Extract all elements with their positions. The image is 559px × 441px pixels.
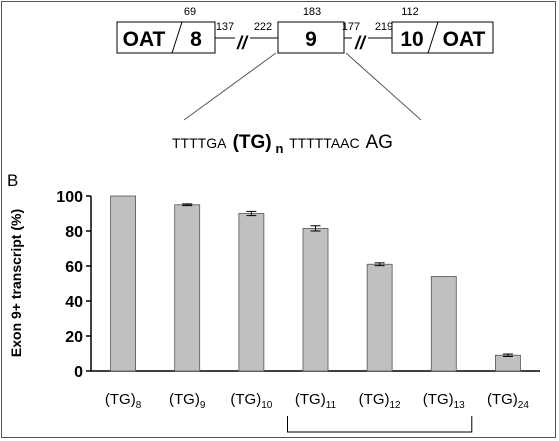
x-tick-label: (TG)12 xyxy=(359,391,401,411)
y-tick-label: 20 xyxy=(65,329,83,346)
x-tick-label: (TG)11 xyxy=(295,391,337,411)
exon-10-right-text: OAT xyxy=(443,28,486,51)
bar xyxy=(430,276,457,372)
exon-9-text: 9 xyxy=(305,28,317,51)
exon-10-length: 112 xyxy=(401,6,419,18)
exon-8-divider xyxy=(171,21,183,54)
chart-marks: 0 20 40 60 80 100 (TG)8 (TG)9 (TG)10 (TG)11 (TG)12… xyxy=(56,189,540,433)
y-tick-label: 80 xyxy=(65,224,83,241)
y-tick-label: 60 xyxy=(65,259,83,276)
bar xyxy=(495,354,521,372)
x-tick-label: (TG)13 xyxy=(423,391,465,411)
intron-9-left-length: 177 xyxy=(342,21,360,33)
y-axis-label: Exon 9+ transcript (%) xyxy=(8,209,24,357)
exon9-bar-chart: Exon 9+ transcript (%) 0 20 40 60 80 100 (TG)8… xyxy=(8,189,540,433)
bar xyxy=(174,204,201,372)
category-group-bracket xyxy=(287,416,473,433)
exon-9-length: 183 xyxy=(303,6,321,18)
splice-sequence: TTTTGA (TG) n TTTTTAAC AG xyxy=(172,132,393,156)
exon-8-box xyxy=(116,21,216,54)
exon-10-left-text: 10 xyxy=(400,28,423,51)
exon-10-divider xyxy=(427,21,439,54)
x-tick-label: (TG)24 xyxy=(487,391,529,411)
intron-9-break-mark: // xyxy=(354,33,367,53)
exon-8-right-text: 8 xyxy=(190,28,202,51)
bar xyxy=(110,195,136,372)
sequence-repeat: (TG) xyxy=(233,132,272,153)
x-tick-label: (TG)8 xyxy=(105,391,142,411)
sequence-suffix: AG xyxy=(366,132,393,153)
bar xyxy=(366,263,393,372)
x-tick-label: (TG)10 xyxy=(230,391,272,411)
exon-9-box xyxy=(277,21,345,54)
sequence-prefix: TTTTGA xyxy=(172,135,227,151)
y-tick-label: 40 xyxy=(65,294,83,311)
zoom-line-right xyxy=(345,52,422,121)
exon-10-box xyxy=(391,21,494,54)
gene-diagram: OAT 8 69 // 137 222 9 183 // 177 219 10 … xyxy=(116,6,494,156)
intron-8-right-length: 222 xyxy=(254,21,272,33)
panel-label: B xyxy=(7,171,18,190)
bar xyxy=(302,227,329,372)
sequence-repeat-subscript: n xyxy=(276,141,284,156)
exon-8-length: 69 xyxy=(184,6,196,18)
intron-8-break-mark: // xyxy=(236,33,249,53)
intron-9-right-length: 219 xyxy=(375,21,393,33)
exon-8-left-text: OAT xyxy=(123,28,166,51)
x-tick-label: (TG)9 xyxy=(169,391,206,411)
y-tick-label: 100 xyxy=(56,189,83,206)
y-tick-label: 0 xyxy=(74,364,83,381)
intron-8-left-length: 137 xyxy=(216,21,234,33)
sequence-middle: TTTTTAAC xyxy=(289,135,360,151)
bar xyxy=(238,213,265,372)
zoom-line-left xyxy=(183,52,277,121)
